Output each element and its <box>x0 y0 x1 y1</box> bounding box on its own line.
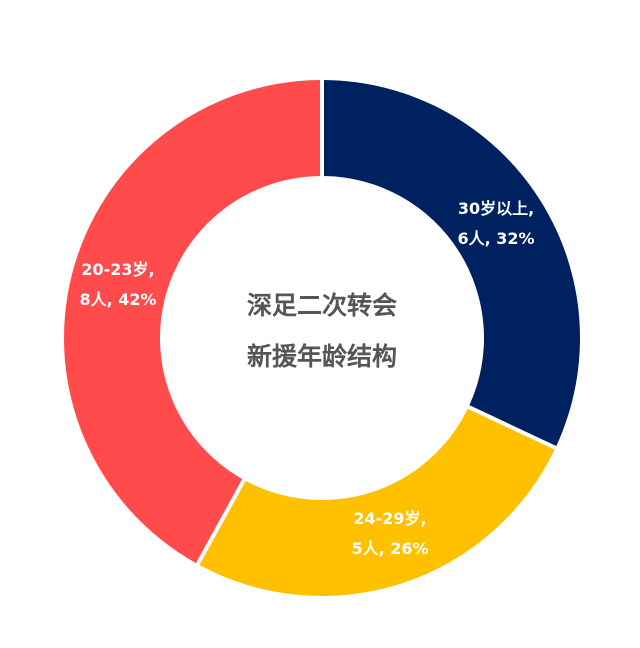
slice-24-29岁 <box>199 408 555 596</box>
slice-label-20-23岁-line-2: 8人, 42% <box>79 290 156 309</box>
slice-label-24-29岁-line-1: 24-29岁, <box>353 509 426 528</box>
slice-30岁以上 <box>323 80 580 447</box>
slice-20-23岁 <box>63 80 321 564</box>
slice-label-30岁以上-line-1: 30岁以上, <box>458 199 534 218</box>
slice-label-20-23岁-line-1: 20-23岁, <box>81 260 154 279</box>
slice-labels: 30岁以上, 6人, 32% 24-29岁, 5人, 26% 20-23岁, 8人, 42… <box>79 199 534 558</box>
center-title-line-2: 新援年龄结构 <box>247 342 397 371</box>
slice-label-30岁以上-line-2: 6人, 32% <box>457 229 534 248</box>
slice-label-24-29岁-line-2: 5人, 26% <box>351 539 428 558</box>
center-title-line-1: 深足二次转会 <box>247 291 397 320</box>
donut-slices <box>63 80 580 596</box>
